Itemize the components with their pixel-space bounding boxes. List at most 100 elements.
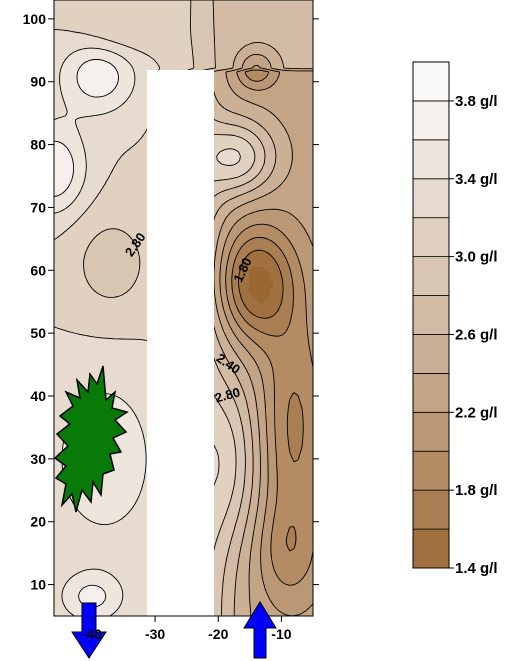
band-cell	[168, 24, 172, 28]
band-cell	[303, 30, 307, 34]
band-cell	[66, 24, 70, 28]
band-cell	[135, 39, 139, 43]
band-cell	[243, 0, 247, 4]
band-cell	[66, 33, 70, 37]
band-cell	[66, 12, 70, 16]
band-cell	[186, 45, 190, 49]
band-cell	[285, 48, 289, 52]
band-cell	[270, 30, 274, 34]
band-cell	[78, 42, 82, 46]
band-cell	[69, 12, 73, 16]
band-cell	[186, 42, 190, 46]
band-cell	[150, 24, 154, 28]
band-cell	[213, 15, 217, 19]
band-cell	[306, 36, 310, 40]
band-cell	[159, 48, 163, 52]
band-cell	[201, 3, 205, 7]
band-cell	[135, 33, 139, 37]
band-cell	[165, 9, 169, 13]
band-cell	[177, 45, 181, 49]
band-cell	[111, 33, 115, 37]
band-cell	[111, 39, 115, 43]
band-cell	[255, 48, 259, 52]
band-cell	[129, 33, 133, 37]
band-cell	[81, 27, 85, 31]
band-cell	[255, 12, 259, 16]
band-cell	[255, 36, 259, 40]
band-cell	[63, 0, 67, 4]
band-cell	[210, 0, 214, 4]
band-cell	[225, 30, 229, 34]
band-cell	[285, 15, 289, 19]
band-cell	[243, 48, 247, 52]
band-cell	[204, 39, 208, 43]
band-cell	[186, 24, 190, 28]
band-cell	[69, 27, 73, 31]
band-cell	[252, 33, 256, 37]
band-cell	[252, 9, 256, 13]
band-cell	[174, 36, 178, 40]
band-cell	[117, 45, 121, 49]
band-cell	[240, 33, 244, 37]
band-cell	[111, 42, 115, 46]
band-cell	[237, 9, 241, 13]
band-cell	[90, 30, 94, 34]
band-cell	[210, 33, 214, 37]
band-cell	[198, 45, 202, 49]
band-cell	[123, 9, 127, 13]
band-cell	[282, 39, 286, 43]
band-cell	[267, 45, 271, 49]
band-cell	[285, 36, 289, 40]
band-cell	[276, 48, 280, 52]
band-cell	[237, 27, 241, 31]
band-cell	[258, 33, 262, 37]
band-cell	[270, 27, 274, 31]
band-cell	[87, 9, 91, 13]
band-cell	[135, 27, 139, 31]
band-cell	[291, 27, 295, 31]
band-cell	[228, 48, 232, 52]
band-cell	[126, 6, 130, 10]
band-cell	[162, 42, 166, 46]
band-cell	[174, 42, 178, 46]
band-cell	[228, 36, 232, 40]
band-cell	[195, 27, 199, 31]
band-cell	[264, 30, 268, 34]
band-cell	[258, 27, 262, 31]
band-cell	[252, 18, 256, 22]
band-cell	[273, 36, 277, 40]
band-cell	[102, 0, 106, 4]
band-cell	[120, 27, 124, 31]
band-cell	[249, 33, 253, 37]
band-cell	[234, 12, 238, 16]
band-cell	[177, 36, 181, 40]
band-cell	[150, 12, 154, 16]
band-cell	[291, 42, 295, 46]
band-cell	[231, 30, 235, 34]
band-cell	[195, 21, 199, 25]
band-cell	[210, 48, 214, 52]
band-cell	[303, 24, 307, 28]
band-cell	[174, 24, 178, 28]
band-cell	[141, 0, 145, 4]
band-cell	[138, 42, 142, 46]
band-cell	[141, 30, 145, 34]
band-cell	[63, 51, 67, 55]
band-cell	[303, 6, 307, 10]
band-cell	[177, 27, 181, 31]
band-cell	[147, 36, 151, 40]
band-cell	[120, 15, 124, 19]
band-cell	[156, 33, 160, 37]
band-cell	[171, 30, 175, 34]
band-cell	[141, 9, 145, 13]
band-cell	[93, 45, 97, 49]
band-cell	[108, 36, 112, 40]
band-cell	[195, 45, 199, 49]
band-cell	[54, 12, 58, 16]
band-cell	[294, 42, 298, 46]
band-cell	[273, 24, 277, 28]
band-cell	[228, 39, 232, 43]
band-cell	[111, 15, 115, 19]
band-cell	[240, 48, 244, 52]
band-cell	[279, 6, 283, 10]
